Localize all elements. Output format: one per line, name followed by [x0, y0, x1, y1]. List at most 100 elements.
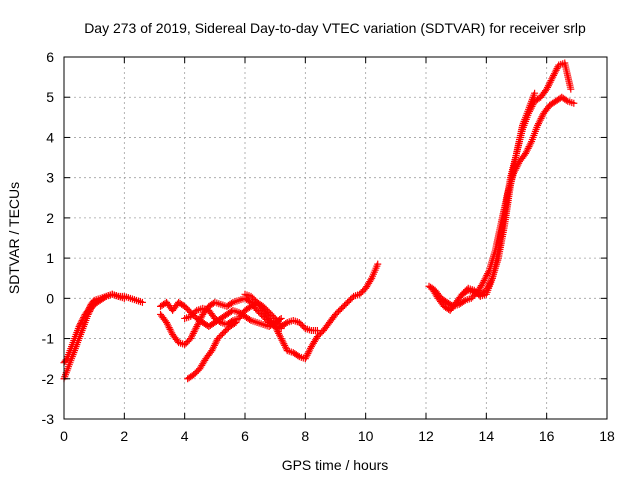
data-point	[75, 322, 83, 330]
data-point	[212, 338, 220, 346]
data-point	[246, 315, 254, 323]
data-point	[282, 343, 290, 351]
data-point	[484, 283, 492, 291]
y-tick-label: 5	[46, 89, 54, 105]
data-point	[247, 292, 255, 300]
grid	[64, 57, 607, 419]
series-track-j	[458, 89, 539, 298]
data-point	[357, 289, 365, 297]
data-point	[280, 340, 288, 348]
data-point	[210, 341, 218, 349]
data-point	[467, 294, 475, 302]
data-point	[303, 351, 311, 359]
data-point	[230, 319, 238, 327]
data-point	[193, 322, 201, 330]
x-tick-label: 4	[181, 428, 189, 444]
data-point	[304, 349, 312, 357]
data-point	[526, 141, 534, 149]
data-point	[210, 343, 218, 351]
data-point	[217, 332, 225, 340]
x-tick-label: 12	[418, 428, 434, 444]
series-track-b	[60, 290, 128, 367]
data-point	[223, 326, 231, 334]
data-point	[534, 120, 542, 128]
chart-title: Day 273 of 2019, Sidereal Day-to-day VTE…	[84, 20, 586, 36]
data-point	[359, 287, 367, 295]
y-tick-label: 3	[46, 170, 54, 186]
data-point	[221, 327, 229, 335]
data-point	[347, 295, 355, 303]
data-point	[525, 143, 533, 151]
data-point	[77, 319, 85, 327]
data-point	[297, 320, 305, 328]
data-point	[336, 306, 344, 314]
data-point	[182, 304, 190, 312]
data-point	[120, 294, 128, 302]
data-point	[535, 118, 543, 126]
data-point	[268, 311, 276, 319]
data-point	[192, 324, 200, 332]
data-point	[332, 310, 339, 318]
data-point	[262, 305, 270, 313]
data-point	[166, 325, 174, 333]
data-point	[483, 271, 491, 279]
data-point	[188, 311, 196, 319]
data-point	[76, 321, 84, 329]
data-point	[374, 260, 382, 268]
data-point	[191, 326, 199, 334]
data-point	[187, 335, 195, 343]
data-point	[313, 327, 321, 335]
data-point	[264, 307, 272, 315]
y-tick-label: 2	[46, 210, 54, 226]
data-point	[549, 73, 557, 81]
data-point	[215, 333, 223, 341]
data-point	[209, 345, 217, 353]
data-point	[253, 306, 261, 314]
data-point	[188, 333, 196, 341]
y-tick-label: 1	[46, 250, 54, 266]
data-point	[348, 294, 356, 302]
data-point	[164, 322, 172, 330]
data-point	[486, 279, 494, 287]
x-axis-label: GPS time / hours	[282, 457, 389, 473]
data-point	[189, 329, 197, 337]
data-point	[538, 113, 546, 121]
y-tick-label: -2	[42, 371, 55, 387]
data-point	[282, 319, 290, 327]
series-track-f	[241, 290, 321, 335]
data-point	[80, 313, 88, 321]
data-point	[259, 302, 267, 310]
data-point	[547, 77, 555, 85]
x-tick-label: 16	[539, 428, 555, 444]
data-point	[84, 306, 92, 314]
x-tick-label: 10	[358, 428, 374, 444]
data-point	[232, 318, 240, 326]
data-point	[367, 276, 375, 284]
data-point	[185, 307, 193, 315]
x-tick-label: 0	[60, 428, 68, 444]
data-point	[214, 335, 222, 343]
data-point	[275, 331, 283, 339]
y-tick-label: 4	[46, 129, 54, 145]
data-point	[482, 286, 490, 294]
data-point	[163, 320, 171, 328]
data-point	[562, 96, 570, 104]
data-point	[335, 307, 343, 315]
data-point	[531, 89, 539, 97]
data-point	[550, 71, 558, 79]
data-point	[356, 290, 364, 298]
data-point	[543, 85, 551, 93]
data-point	[302, 353, 310, 361]
data-point	[163, 318, 171, 326]
data-point	[480, 277, 488, 285]
data-point	[485, 281, 493, 289]
data-point	[313, 333, 321, 341]
data-point	[333, 309, 341, 317]
data-point	[551, 68, 559, 76]
data-point	[271, 322, 279, 330]
data-point	[567, 85, 575, 93]
data-point	[194, 321, 202, 329]
x-tick-label: 8	[301, 428, 309, 444]
